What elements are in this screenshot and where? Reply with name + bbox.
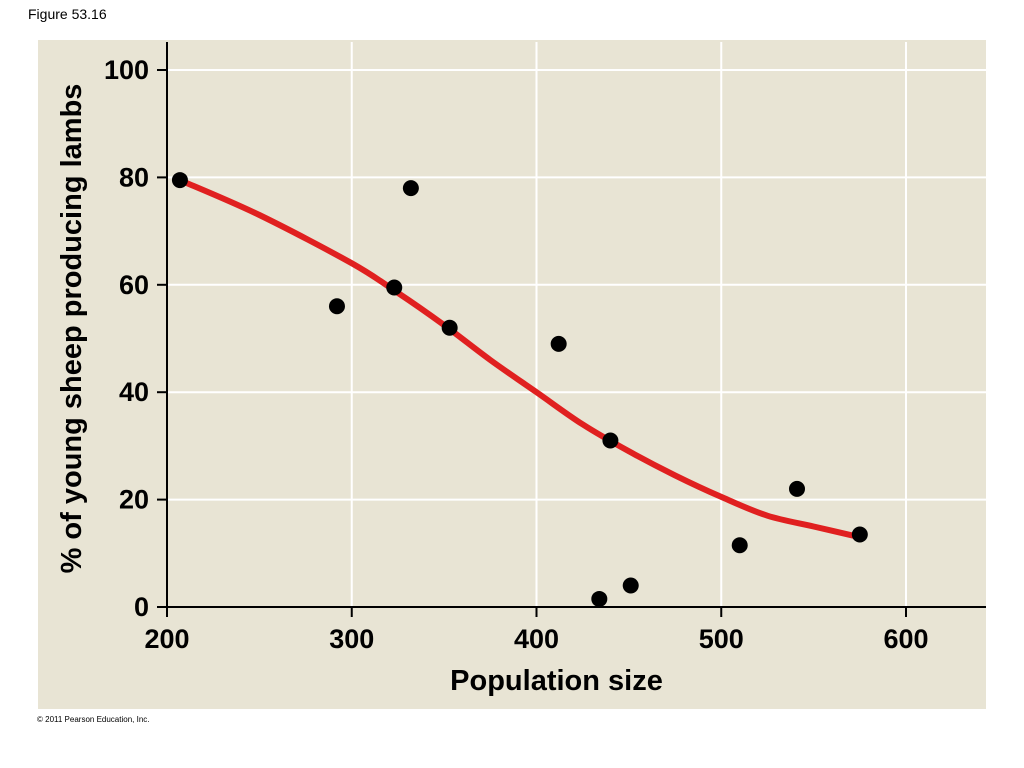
data-point	[402, 180, 419, 197]
data-point	[851, 526, 868, 543]
data-point	[731, 537, 748, 554]
y-tick-label: 20	[119, 485, 149, 515]
data-point	[441, 319, 458, 336]
y-tick-label: 100	[104, 55, 149, 85]
data-point	[602, 432, 619, 449]
y-tick-label: 60	[119, 270, 149, 300]
data-point	[386, 279, 403, 296]
data-point	[622, 577, 639, 594]
data-point	[591, 590, 608, 607]
x-tick-label: 500	[699, 624, 744, 654]
figure-label: Figure 53.16	[28, 6, 107, 22]
x-tick-label: 400	[514, 624, 559, 654]
axes	[157, 42, 986, 617]
x-tick-label: 600	[883, 624, 928, 654]
data-point	[328, 298, 345, 315]
x-tick-label: 300	[329, 624, 374, 654]
data-point	[171, 172, 188, 189]
tick-labels: 0 20 40 60 80 100 200 300 400 500 600	[104, 55, 929, 654]
grid-lines	[167, 42, 986, 607]
x-axis-title: Population size	[450, 665, 663, 697]
y-tick-label: 40	[119, 377, 149, 407]
data-points	[171, 172, 868, 607]
fit-curve	[176, 177, 863, 541]
y-tick-label: 0	[134, 592, 149, 622]
data-point	[550, 335, 567, 352]
data-point	[788, 480, 805, 497]
y-tick-label: 80	[119, 162, 149, 192]
y-axis-title: % of young sheep producing lambs	[56, 84, 88, 574]
x-tick-label: 200	[144, 624, 189, 654]
fit-line-group	[176, 177, 863, 541]
copyright-notice: © 2011 Pearson Education, Inc.	[37, 715, 150, 724]
